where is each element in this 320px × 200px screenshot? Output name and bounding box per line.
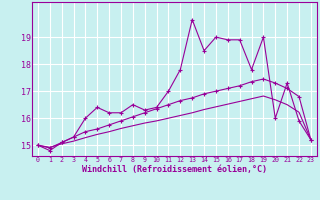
X-axis label: Windchill (Refroidissement éolien,°C): Windchill (Refroidissement éolien,°C) — [82, 165, 267, 174]
